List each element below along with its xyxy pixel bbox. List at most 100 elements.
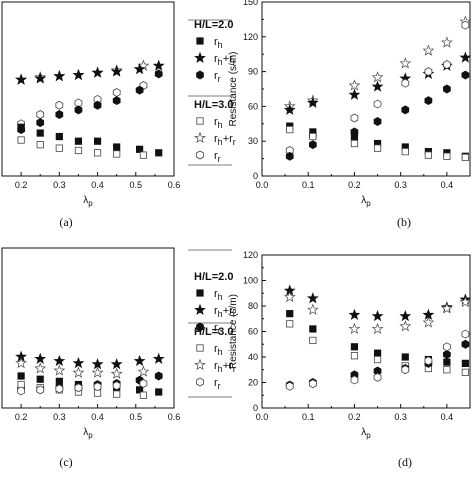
x-tick-label: 0.6	[168, 412, 181, 422]
data-point-square-filled	[36, 375, 44, 383]
x-tick-label: 0.4	[441, 180, 454, 190]
data-point-hexagon-filled	[461, 70, 470, 80]
data-point-hexagon-filled	[373, 117, 382, 126]
data-point-square-filled	[461, 359, 469, 367]
data-point-star-filled	[133, 63, 146, 75]
data-point-square-open	[443, 366, 451, 374]
x-tick-label: 0.3	[53, 412, 66, 422]
data-point-star-open	[422, 316, 435, 328]
y-axis-label: Resistance (s/m)	[228, 51, 239, 126]
x-tick-label: 0.0	[256, 412, 269, 422]
data-point-square-open	[55, 144, 63, 152]
data-point-square-open	[350, 139, 359, 148]
data-point-hexagon-filled	[443, 84, 451, 94]
data-point-star-open	[91, 366, 104, 378]
data-point-square-filled	[93, 137, 102, 145]
y-tick-label: 60	[248, 101, 258, 111]
data-point-hexagon-open	[308, 379, 317, 389]
data-point-star-open	[15, 356, 28, 369]
data-point-star-filled	[283, 103, 296, 115]
legend-marker-hexagon-open	[196, 150, 204, 160]
data-point-square-open	[373, 144, 382, 152]
y-tick-label: 100	[243, 276, 258, 286]
panel-label: (b)	[397, 215, 411, 229]
data-point-square-filled	[17, 372, 25, 380]
data-point-square-filled	[17, 123, 25, 131]
data-point-hexagon-filled	[74, 105, 83, 115]
y-tick-label: 40	[248, 352, 258, 362]
data-point-square-open	[443, 152, 451, 160]
data-point-star-open	[371, 322, 384, 334]
data-point-square-filled	[443, 358, 451, 366]
data-point-square-open	[113, 390, 121, 398]
data-point-hexagon-open	[112, 88, 121, 97]
data-point-star-filled	[110, 65, 123, 77]
data-point-star-open	[348, 322, 361, 334]
data-point-star-filled	[399, 309, 412, 322]
data-point-square-filled	[286, 310, 294, 318]
y-tick-label: 0	[253, 171, 258, 181]
data-point-star-open	[283, 290, 296, 303]
data-point-star-filled	[53, 354, 66, 367]
panel-c: 0.2 0.3 0.4 0.5 0.6λpH/L=2.0rhrh+rrrrH/L=3.0…	[1, 247, 236, 469]
x-tick-label: 0.2	[15, 180, 28, 190]
panel-a: 0.2 0.3 0.4 0.5 0.6 λp H/L=2.0 rh rh+rr rr H/L=3.0…	[1, 1, 236, 229]
data-point-star-filled	[133, 354, 146, 367]
panel-label: (c)	[59, 455, 72, 469]
data-point-hexagon-filled	[443, 349, 451, 359]
data-point-hexagon-open	[36, 110, 45, 119]
data-point-square-open	[286, 320, 294, 328]
legend-marker-square-filled	[196, 289, 204, 297]
data-point-star-open	[72, 366, 85, 378]
x-axis-label: λp	[83, 195, 93, 208]
data-point-hexagon-open	[93, 382, 102, 392]
y-tick-label: 0	[253, 403, 258, 413]
data-point-square-open	[36, 141, 44, 149]
data-point-hexagon-open	[36, 385, 45, 395]
y-tick-label: 120	[243, 32, 258, 42]
data-point-star-filled	[110, 358, 123, 370]
data-point-hexagon-filled	[36, 118, 45, 128]
data-point-star-open	[459, 295, 472, 308]
data-point-square-filled	[55, 132, 63, 141]
data-point-square-open	[309, 336, 317, 345]
plot-frame-c	[1, 247, 175, 409]
data-point-star-filled	[371, 80, 384, 92]
data-point-square-open	[113, 150, 121, 158]
data-point-hexagon-open	[350, 375, 359, 385]
y-tick-label: 20	[248, 378, 258, 388]
x-axis-label: λp	[361, 195, 371, 208]
x-tick-label: 0.1	[302, 412, 315, 422]
data-point-hexagon-filled	[93, 100, 102, 110]
data-point-star-filled	[306, 292, 319, 304]
legend-entry-label: rh	[214, 288, 223, 302]
data-point-square-filled	[350, 343, 359, 351]
legend-entry-label: rr	[214, 322, 221, 336]
panel-b: 0.0 0.1 0.2 0.3 0.4 0 30 60 90 120 150 λp Resistance…	[228, 0, 472, 229]
data-point-square-filled	[135, 386, 144, 394]
x-tick-label: 0.5	[130, 412, 143, 422]
data-point-star-filled	[152, 59, 165, 71]
data-point-star-filled	[91, 358, 104, 370]
legend-group-title: H/L=2.0	[194, 19, 233, 31]
panel-label: (a)	[59, 215, 72, 229]
legend-marker-star-open	[194, 131, 206, 144]
data-point-star-filled	[91, 66, 104, 78]
data-point-hexagon-open	[401, 78, 410, 88]
legend-group-title: H/L=2.0	[194, 271, 233, 283]
data-point-hexagon-open	[401, 365, 410, 375]
data-point-hexagon-filled	[308, 140, 317, 150]
data-point-star-open	[53, 364, 66, 376]
data-point-square-filled	[309, 325, 317, 333]
data-point-square-open	[74, 146, 83, 155]
legend-marker-star-filled	[194, 51, 206, 64]
legend-group-title: H/L=3.0	[194, 99, 233, 111]
x-tick-label: 0.2	[348, 412, 361, 422]
y-axis-label: Resistance (s/m)	[228, 294, 239, 369]
x-tick-label: 0.3	[394, 180, 407, 190]
legend-entry-label: rh+rr	[214, 305, 236, 319]
legend-marker-square-open	[196, 117, 204, 125]
data-point-square-open	[461, 153, 469, 162]
y-tick-label: 90	[248, 67, 258, 77]
